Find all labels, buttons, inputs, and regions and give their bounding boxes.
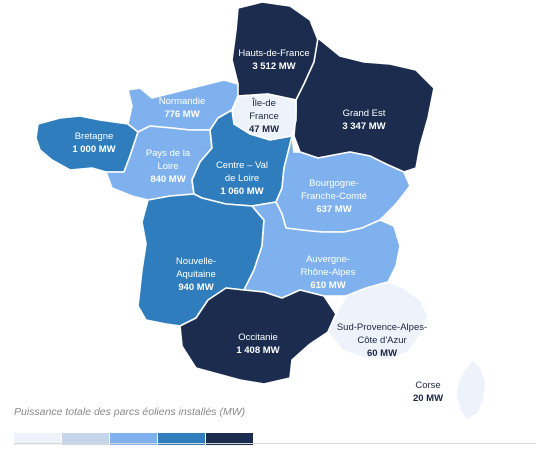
- region-value: 3 512 MW: [252, 61, 295, 72]
- region-value: 940 MW: [178, 282, 213, 293]
- legend-swatch-5: [206, 433, 253, 445]
- region-value: 840 MW: [150, 174, 185, 185]
- region-name-line2: Côte d'Azur: [357, 335, 406, 346]
- label-pays-de-la-loire: Pays de la Loire 840 MW: [146, 148, 191, 185]
- region-name: Bretagne: [75, 131, 114, 142]
- region-name-line1: Auvergne-: [306, 254, 350, 265]
- label-bourgogne-franche-comte: Bourgogne- Franche-Comté 637 MW: [301, 178, 367, 215]
- region-name: Grand Est: [343, 108, 386, 119]
- label-normandie: Normandie 776 MW: [159, 96, 205, 120]
- region-name-line2: France: [249, 111, 279, 122]
- legend-scale: [14, 433, 254, 445]
- label-occitanie: Occitanie 1 408 MW: [236, 332, 279, 356]
- legend-swatch-1: [14, 433, 61, 445]
- region-name-line2: Loire: [157, 161, 178, 172]
- label-grand-est: Grand Est 3 347 MW: [342, 108, 385, 132]
- label-hauts-de-france: Hauts-de-France 3 512 MW: [238, 48, 309, 72]
- region-name-line2: Franche-Comté: [301, 191, 367, 202]
- region-value: 1 408 MW: [236, 345, 279, 356]
- legend-swatch-2: [62, 433, 109, 445]
- region-value: 776 MW: [164, 109, 199, 120]
- label-ile-de-france: Île-de France 47 MW: [249, 98, 279, 135]
- region-auvergne-rhone-alpes[interactable]: [243, 201, 401, 299]
- legend-swatch-3: [110, 433, 157, 445]
- region-name: Occitanie: [238, 332, 278, 343]
- region-value: 20 MW: [413, 393, 443, 404]
- region-name: Corse: [415, 380, 440, 391]
- region-value: 1 060 MW: [220, 186, 263, 197]
- region-grand-est[interactable]: [293, 37, 435, 173]
- region-name-line1: Sud-Provence-Alpes-: [337, 322, 427, 333]
- region-value: 47 MW: [249, 124, 279, 135]
- region-value: 610 MW: [310, 280, 345, 291]
- legend-title: Puissance totale des parcs éoliens insta…: [14, 406, 246, 418]
- region-name: Hauts-de-France: [238, 48, 309, 59]
- label-bretagne: Bretagne 1 000 MW: [72, 131, 115, 155]
- label-corse: Corse 20 MW: [413, 380, 443, 404]
- region-value: 3 347 MW: [342, 121, 385, 132]
- region-name-line1: Pays de la: [146, 148, 191, 159]
- legend-divider: [14, 443, 536, 444]
- region-name-line2: de Loire: [225, 173, 259, 184]
- label-auvergne-rhone-alpes: Auvergne- Rhône-Alpes 610 MW: [301, 254, 356, 291]
- region-corse[interactable]: [455, 359, 487, 421]
- region-name-line1: Centre – Val: [216, 160, 268, 171]
- region-name-line1: Nouvelle-: [176, 256, 216, 267]
- region-name-line2: Rhône-Alpes: [301, 267, 356, 278]
- region-name-line1: Bourgogne-: [309, 178, 359, 189]
- region-paca[interactable]: [327, 281, 429, 361]
- label-nouvelle-aquitaine: Nouvelle- Aquitaine 940 MW: [176, 256, 216, 293]
- region-name: Normandie: [159, 96, 205, 107]
- legend-swatch-4: [158, 433, 205, 445]
- region-name-line2: Aquitaine: [176, 269, 216, 280]
- region-value: 60 MW: [367, 348, 397, 359]
- region-name-line1: Île-de: [251, 98, 276, 109]
- region-value: 637 MW: [316, 204, 351, 215]
- region-value: 1 000 MW: [72, 144, 115, 155]
- label-centre-val-de-loire: Centre – Val de Loire 1 060 MW: [216, 160, 268, 197]
- label-paca: Sud-Provence-Alpes- Côte d'Azur 60 MW: [337, 322, 427, 359]
